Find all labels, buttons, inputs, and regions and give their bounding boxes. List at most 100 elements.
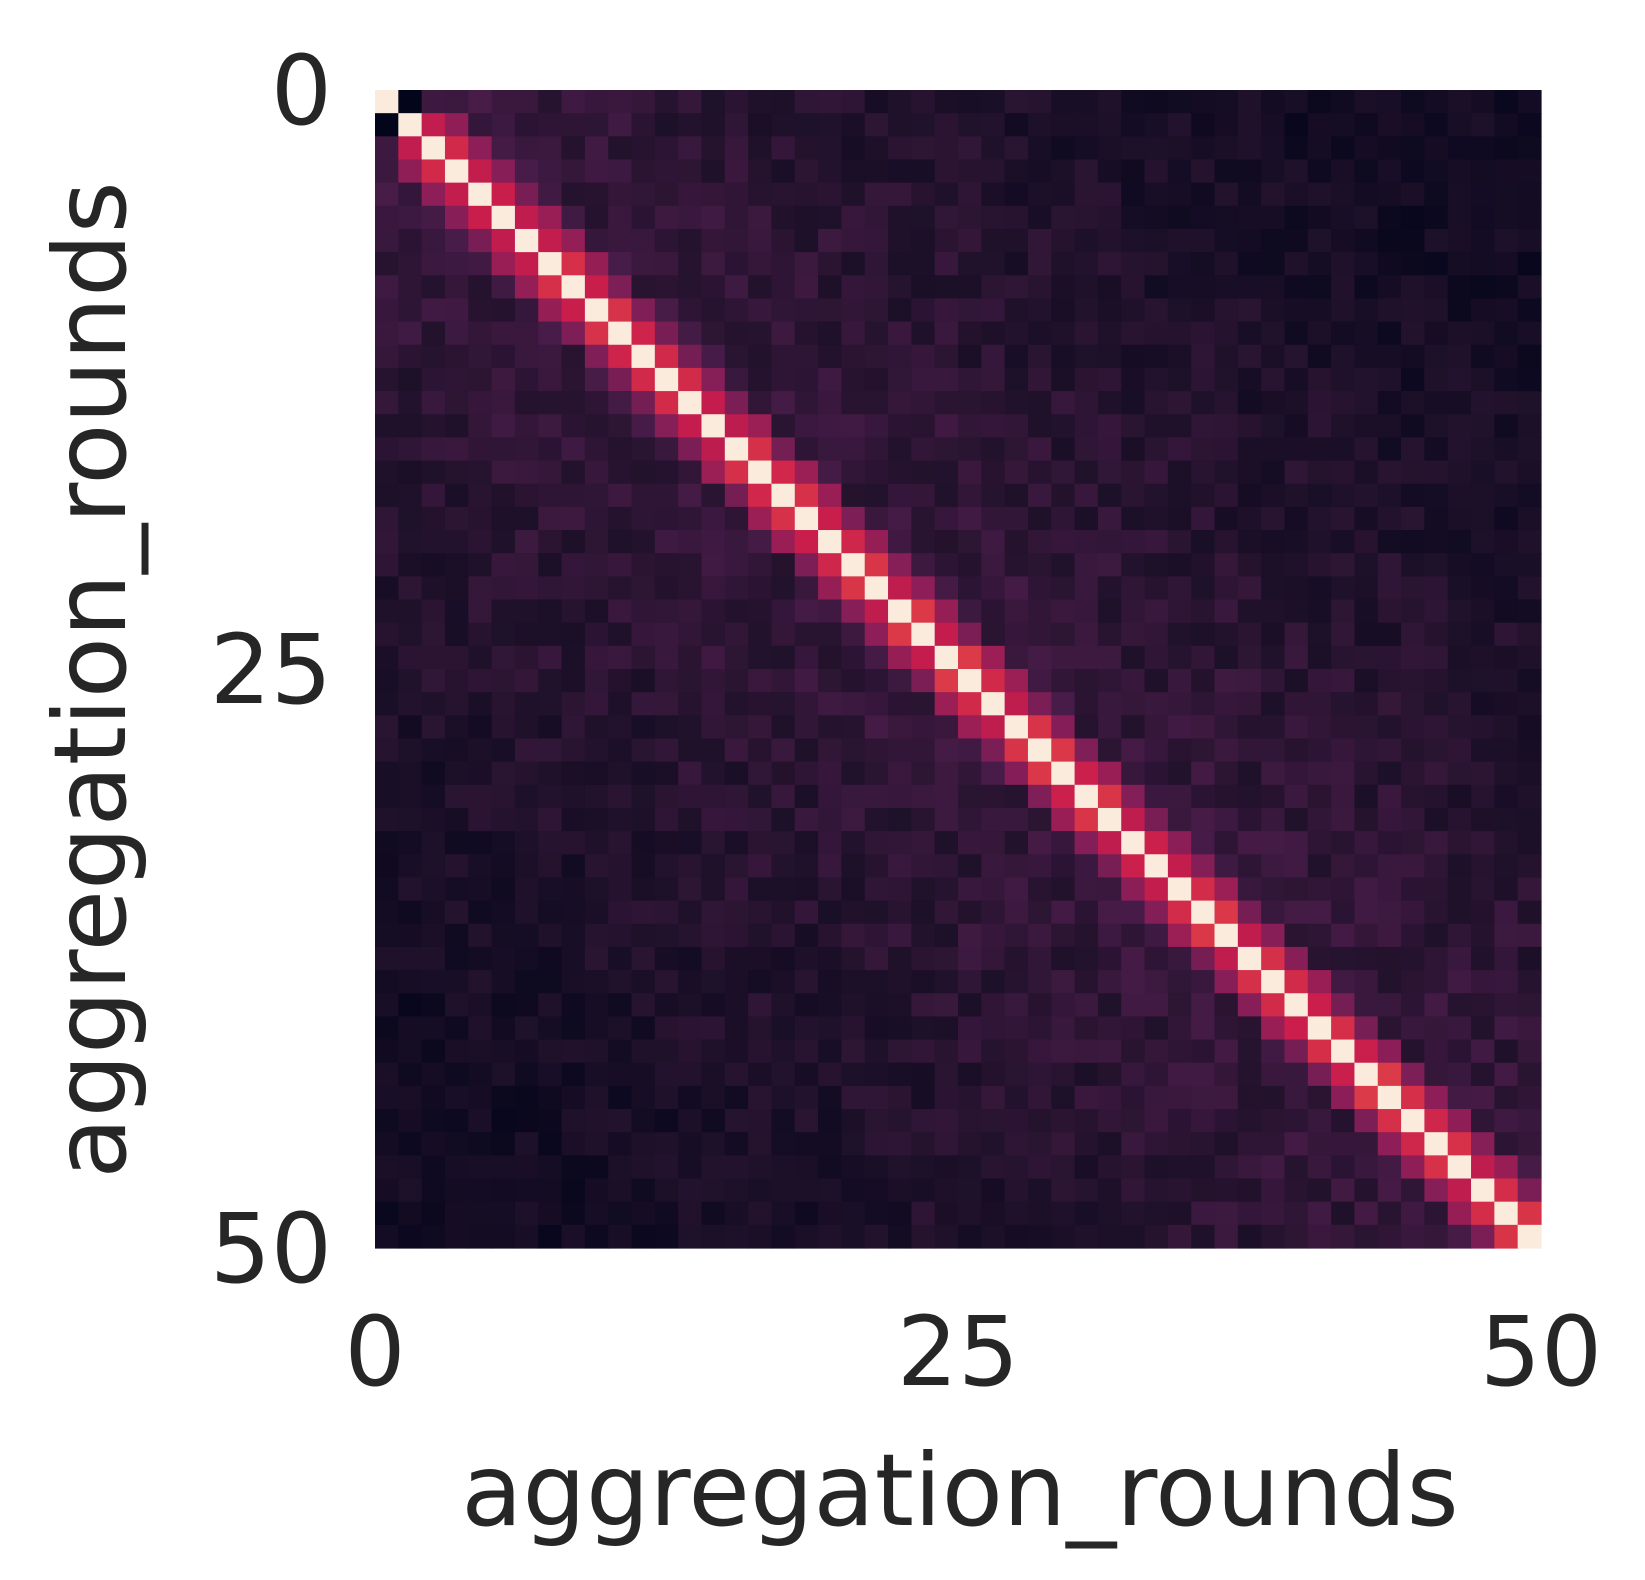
heatmap-cell <box>1447 344 1472 369</box>
heatmap-cell <box>444 738 469 763</box>
heatmap-cell <box>1004 877 1029 902</box>
heatmap-cell <box>1447 738 1472 763</box>
heatmap-cell <box>514 136 539 161</box>
heatmap-cell <box>794 877 819 902</box>
heatmap-cell <box>794 576 819 601</box>
heatmap-cell <box>608 576 633 601</box>
y-tick-label: 0 <box>271 35 332 147</box>
heatmap-cell <box>398 1201 423 1226</box>
heatmap-cell <box>678 298 703 323</box>
heatmap-cell <box>864 831 889 855</box>
heatmap-cell <box>1121 506 1146 531</box>
heatmap-cell <box>864 506 889 531</box>
heatmap-cell <box>398 854 423 879</box>
heatmap-cell <box>678 228 703 253</box>
heatmap-cell <box>514 1155 539 1180</box>
heatmap-cell <box>794 1224 819 1249</box>
heatmap-cell <box>1354 90 1379 114</box>
heatmap-cell <box>1167 182 1192 207</box>
heatmap-cell <box>818 228 842 253</box>
heatmap-cell <box>1424 136 1449 161</box>
heatmap-cell <box>771 159 796 184</box>
heatmap-cell <box>1167 367 1192 392</box>
heatmap-cell <box>1517 90 1542 114</box>
heatmap-cell <box>608 483 633 508</box>
heatmap-cell <box>724 437 749 462</box>
heatmap-cell <box>911 1039 936 1064</box>
heatmap-cell <box>794 692 819 716</box>
heatmap-cell <box>701 1016 726 1041</box>
heatmap-cell <box>538 970 563 994</box>
heatmap-cell <box>678 1132 703 1156</box>
heatmap-cell <box>1214 1062 1239 1087</box>
heatmap-cell <box>748 1224 773 1249</box>
heatmap-cell <box>1494 645 1519 670</box>
heatmap-cell <box>538 391 563 415</box>
heatmap-cell <box>981 298 1006 323</box>
heatmap-cell <box>1447 1201 1472 1226</box>
heatmap-cell <box>608 599 633 624</box>
heatmap-cell <box>1471 784 1495 809</box>
heatmap-cell <box>375 182 399 207</box>
heatmap-cell <box>1004 391 1029 415</box>
heatmap-cell <box>514 900 539 925</box>
heatmap-cell <box>1424 1155 1449 1180</box>
heatmap-cell <box>818 344 842 369</box>
heatmap-cell <box>468 437 493 462</box>
heatmap-cell <box>398 1155 423 1180</box>
heatmap-cell <box>864 1178 889 1203</box>
heatmap-cell <box>1354 1109 1379 1133</box>
heatmap-cell <box>1027 367 1052 392</box>
heatmap-cell <box>1261 1201 1286 1226</box>
heatmap-cell <box>1261 738 1286 763</box>
heatmap-cell <box>1447 831 1472 855</box>
heatmap-cell <box>1237 576 1262 601</box>
heatmap-cell <box>491 1016 516 1041</box>
heatmap-cell <box>1447 228 1472 253</box>
heatmap-cell <box>1517 715 1542 740</box>
heatmap-cell <box>398 90 423 114</box>
heatmap-cell <box>398 761 423 786</box>
heatmap-cell <box>1471 391 1495 415</box>
heatmap-cell <box>538 1155 563 1180</box>
heatmap-cell <box>1144 414 1169 438</box>
heatmap-cell <box>958 367 982 392</box>
heatmap-cell <box>934 275 959 300</box>
heatmap-cell <box>701 831 726 855</box>
heatmap-cell <box>654 692 679 716</box>
heatmap-cell <box>375 1085 399 1110</box>
heatmap-cell <box>958 669 982 693</box>
heatmap-cell <box>561 367 586 392</box>
heatmap-cell <box>1214 807 1239 832</box>
heatmap-cell <box>561 715 586 740</box>
heatmap-cell <box>654 506 679 531</box>
heatmap-cell <box>1517 831 1542 855</box>
heatmap-cell <box>678 414 703 438</box>
heatmap-cell <box>1331 946 1356 971</box>
heatmap-cell <box>701 645 726 670</box>
heatmap-cell <box>375 275 399 300</box>
heatmap-cell <box>1261 946 1286 971</box>
heatmap-cell <box>1191 1109 1216 1133</box>
heatmap-cell <box>631 344 656 369</box>
heatmap-cell <box>1471 228 1495 253</box>
heatmap-cell <box>911 159 936 184</box>
heatmap-cell <box>1307 1224 1332 1249</box>
heatmap-cell <box>608 1039 633 1064</box>
heatmap-cell <box>794 1155 819 1180</box>
heatmap-cell <box>1051 113 1076 137</box>
heatmap-cell <box>584 1109 609 1133</box>
heatmap-cell <box>444 622 469 647</box>
heatmap-cell <box>1004 1039 1029 1064</box>
heatmap-cell <box>514 970 539 994</box>
heatmap-cell <box>1121 1016 1146 1041</box>
heatmap-cell <box>561 483 586 508</box>
heatmap-cell <box>888 738 912 763</box>
heatmap-cell <box>1447 854 1472 879</box>
heatmap-cell <box>654 1155 679 1180</box>
heatmap-cell <box>701 414 726 438</box>
heatmap-cell <box>444 599 469 624</box>
heatmap-cell <box>1097 599 1122 624</box>
heatmap-cell <box>631 599 656 624</box>
heatmap-cell <box>911 1224 936 1249</box>
